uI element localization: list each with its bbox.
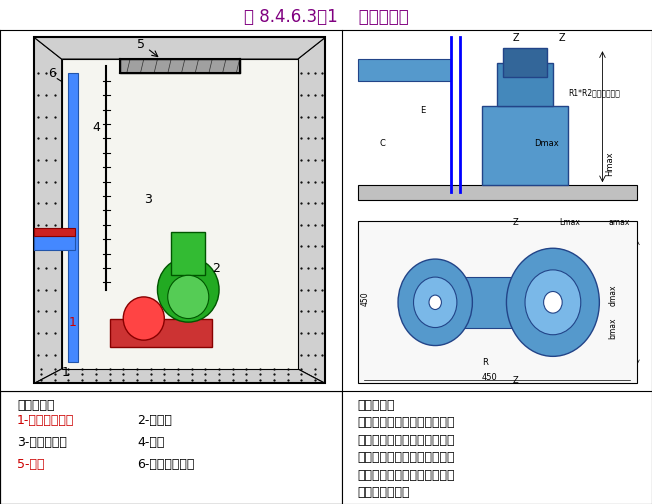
Text: 链将泵吊起即可，泵体与排水: 链将泵吊起即可，泵体与排水 xyxy=(358,469,455,482)
Bar xyxy=(35,228,76,236)
Circle shape xyxy=(507,248,599,356)
Text: 450: 450 xyxy=(361,291,370,306)
Bar xyxy=(358,185,636,200)
Text: 2-潜水泵: 2-潜水泵 xyxy=(137,414,171,427)
Bar xyxy=(497,62,553,106)
Circle shape xyxy=(158,257,219,322)
Circle shape xyxy=(525,270,581,335)
Circle shape xyxy=(544,291,562,313)
Text: 5-人孔: 5-人孔 xyxy=(17,458,44,471)
Text: bmax: bmax xyxy=(609,317,617,339)
Text: R: R xyxy=(482,358,488,367)
Bar xyxy=(358,59,451,81)
Text: E: E xyxy=(420,106,425,115)
Text: 底座自动脱离。: 底座自动脱离。 xyxy=(358,486,410,499)
Bar xyxy=(503,48,546,77)
Text: 4-滑轨: 4-滑轨 xyxy=(137,436,164,449)
Text: amax: amax xyxy=(609,218,630,227)
Text: 5: 5 xyxy=(137,38,145,51)
Text: dmax: dmax xyxy=(609,285,617,306)
Circle shape xyxy=(413,277,457,328)
Polygon shape xyxy=(35,369,325,384)
Text: 6-刚性防水套管: 6-刚性防水套管 xyxy=(137,458,194,471)
Text: 6: 6 xyxy=(48,67,56,80)
Text: 450: 450 xyxy=(482,373,497,382)
Text: 1: 1 xyxy=(68,316,76,329)
Text: 2: 2 xyxy=(213,262,220,275)
Text: 表 8.4.6.3－1    安装示意图: 表 8.4.6.3－1 安装示意图 xyxy=(244,8,408,26)
Polygon shape xyxy=(298,37,325,384)
Bar xyxy=(482,106,569,185)
Text: 3: 3 xyxy=(143,193,152,206)
Text: 4: 4 xyxy=(93,121,100,134)
Text: Dmax: Dmax xyxy=(535,139,559,148)
Text: Z: Z xyxy=(559,33,566,43)
Circle shape xyxy=(123,297,164,340)
Polygon shape xyxy=(61,59,298,369)
Bar xyxy=(110,319,213,347)
Bar xyxy=(171,232,205,275)
Text: 耦合装置由排水底座、导杆、: 耦合装置由排水底座、导杆、 xyxy=(358,416,455,429)
Bar xyxy=(35,236,76,250)
Text: R1*R2最小池口尺寸: R1*R2最小池口尺寸 xyxy=(569,88,620,97)
Circle shape xyxy=(429,295,441,309)
Text: Z: Z xyxy=(512,33,519,43)
Text: 3-热镀锌锁链: 3-热镀锌锁链 xyxy=(17,436,67,449)
Circle shape xyxy=(398,259,472,346)
Text: Lmax: Lmax xyxy=(559,218,580,227)
Bar xyxy=(68,74,78,362)
Text: Z: Z xyxy=(512,376,518,386)
Text: 需要检修或停用时，只需用锁: 需要检修或停用时，只需用锁 xyxy=(358,451,455,464)
Text: 1: 1 xyxy=(61,366,70,379)
Polygon shape xyxy=(35,37,325,59)
Text: 1-自动耦合装置: 1-自动耦合装置 xyxy=(17,414,74,427)
Circle shape xyxy=(168,275,209,319)
Text: 符号说明：: 符号说明： xyxy=(358,399,395,412)
Text: Hmax: Hmax xyxy=(606,152,615,176)
Text: 符号说明：: 符号说明： xyxy=(17,399,55,412)
Text: 导杆支架、耦合接口件组成。: 导杆支架、耦合接口件组成。 xyxy=(358,433,455,447)
Bar xyxy=(358,221,636,384)
Polygon shape xyxy=(120,59,240,74)
Text: C: C xyxy=(379,139,385,148)
Polygon shape xyxy=(35,37,61,384)
Text: Z: Z xyxy=(512,218,518,227)
Bar xyxy=(436,277,553,328)
